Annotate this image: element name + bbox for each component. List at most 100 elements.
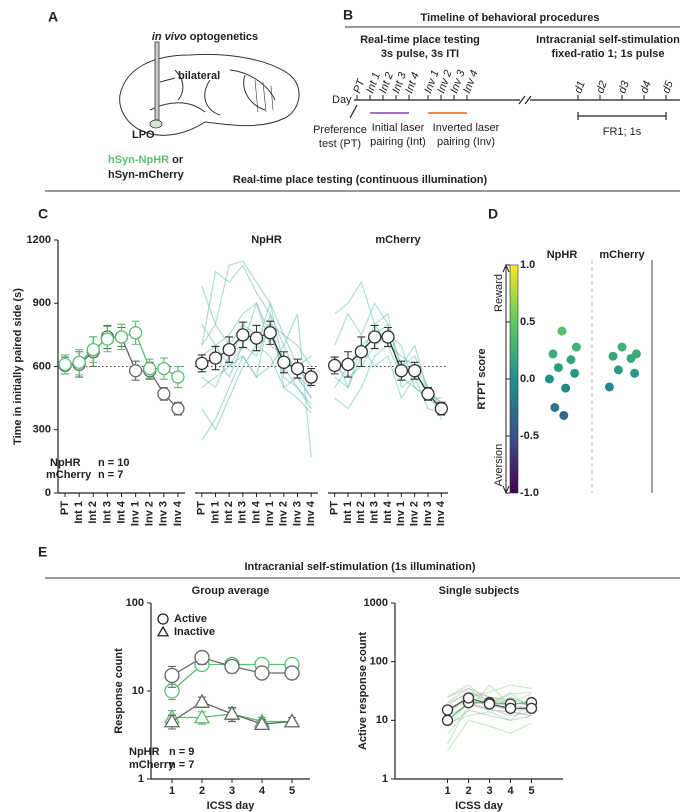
int-note: pairing (Int) — [370, 136, 426, 148]
marker — [284, 665, 300, 681]
marker — [156, 625, 170, 637]
right-heading: Intracranial self-stimulation — [536, 34, 680, 46]
brain-outline — [119, 53, 300, 136]
panel-label: E — [38, 544, 47, 560]
legend-label: NpHR — [129, 746, 160, 758]
virus-1: hSyn-NpHR — [108, 154, 169, 166]
marker — [381, 330, 395, 344]
marker — [193, 709, 211, 724]
x-tick-label: Int 3 — [101, 501, 113, 524]
marker — [504, 702, 517, 715]
left-sub: 3s pulse, 3s ITI — [381, 48, 459, 60]
x-tick-label: PT — [196, 501, 208, 515]
marker — [283, 713, 301, 728]
section-title: Intracranial self-stimulation (1s illumi… — [244, 561, 475, 573]
virus-2: hSyn-mCherry — [108, 169, 185, 181]
marker — [441, 704, 454, 716]
y-tick-label: 1200 — [27, 234, 51, 246]
data-line — [447, 719, 532, 752]
x-tick-label: PT — [59, 501, 71, 515]
x-tick-label: 5 — [289, 785, 295, 797]
virus-line-1: hSyn-NpHR or — [108, 154, 184, 166]
x-tick-label: Int 2 — [355, 501, 367, 524]
timeline — [349, 95, 680, 119]
point — [566, 355, 576, 365]
y-axis-label: Time in initially paired side (s) — [12, 288, 24, 445]
x-tick-label: Inv 3 — [291, 501, 303, 526]
marker — [157, 361, 171, 376]
point — [630, 368, 640, 378]
legend-n: n = 9 — [169, 746, 194, 758]
point — [553, 363, 563, 373]
marker — [236, 328, 250, 342]
day-label: d2 — [594, 79, 609, 95]
x-tick-label: Inv 2 — [144, 501, 156, 526]
x-tick-label: 2 — [199, 785, 205, 797]
data-line — [334, 323, 442, 403]
x-tick-label: Inv 2 — [278, 501, 290, 526]
marker — [157, 613, 169, 625]
reward-label: Reward — [493, 274, 505, 312]
legend-n: n = 10 — [98, 457, 130, 469]
marker — [304, 370, 318, 384]
marker — [171, 370, 185, 384]
y-tick-label: 900 — [33, 297, 51, 309]
x-tick-label: Int 2 — [87, 501, 99, 524]
y-tick-label: 600 — [33, 360, 51, 372]
point — [571, 342, 581, 352]
int-note: Initial laser — [372, 122, 425, 134]
legend-n: n = 7 — [169, 759, 194, 771]
marker — [408, 364, 422, 378]
marker — [290, 361, 305, 376]
title-italic: in vivo — [152, 31, 187, 43]
marker — [441, 714, 454, 726]
x-tick-label: 2 — [465, 785, 471, 797]
y-axis-label: Active response count — [357, 632, 369, 750]
marker — [354, 345, 368, 359]
section-title: Real-time place testing (continuous illu… — [233, 174, 488, 186]
y-tick-label: 100 — [126, 597, 144, 609]
pt-note: Preference — [313, 124, 367, 136]
x-tick-label: Inv 4 — [305, 500, 317, 526]
marker — [368, 330, 382, 344]
day-label: PT — [351, 77, 368, 96]
y-tick-label: -1.0 — [520, 487, 539, 499]
chart-title: NpHR — [251, 234, 282, 246]
group-label: mCherry — [599, 249, 645, 261]
marker — [421, 387, 435, 401]
legend-label: Active — [174, 613, 207, 625]
x-tick-label: Inv 2 — [409, 501, 421, 526]
legend-label: mCherry — [129, 759, 175, 771]
point — [557, 326, 567, 336]
y-tick-label: -0.5 — [520, 430, 539, 442]
icss-bracket — [577, 112, 667, 120]
x-tick-label: Int 1 — [209, 501, 221, 524]
x-tick-label: Inv 1 — [264, 501, 276, 526]
marker — [249, 331, 264, 345]
legend-label: NpHR — [50, 457, 81, 469]
panel-label: D — [488, 206, 498, 222]
marker — [193, 693, 211, 708]
region-label: LPO — [132, 129, 155, 141]
pointer — [159, 77, 176, 83]
point — [617, 342, 627, 352]
x-tick-label: PT — [329, 501, 341, 515]
group-label: NpHR — [547, 249, 578, 261]
y-tick-label: 0.5 — [520, 316, 535, 328]
point — [608, 351, 618, 361]
x-tick-label: 4 — [259, 785, 266, 797]
marker — [72, 355, 86, 369]
marker — [328, 358, 342, 373]
point — [550, 403, 560, 412]
right-sub: fixed-ratio 1; 1s pulse — [551, 48, 664, 60]
x-tick-label: Inv 1 — [130, 501, 142, 526]
point — [626, 353, 636, 363]
marker — [128, 326, 143, 340]
point — [613, 365, 623, 375]
x-tick-label: 4 — [507, 785, 514, 797]
data-line — [201, 323, 312, 389]
x-tick-label: 1 — [169, 785, 175, 797]
point — [544, 374, 554, 384]
x-tick-label: Inv 4 — [172, 500, 184, 526]
